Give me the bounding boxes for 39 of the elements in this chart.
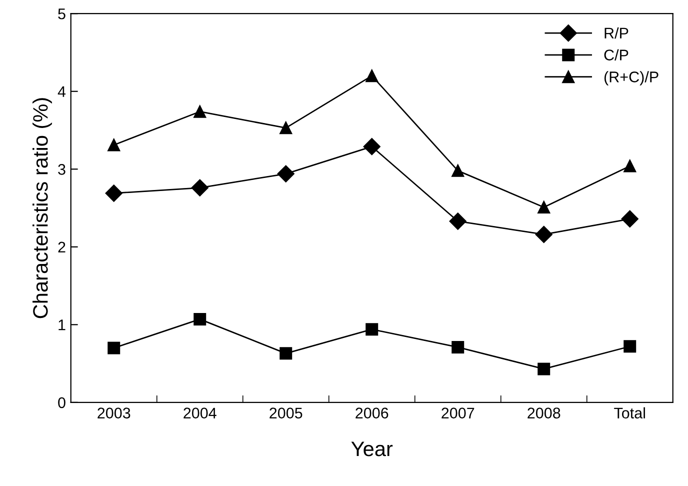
point <box>194 312 206 326</box>
legend-label: (R+C)/P <box>604 71 658 86</box>
x-tick-label: 2006 <box>356 408 388 418</box>
x-tick-label: 2007 <box>442 408 474 418</box>
point <box>277 165 294 182</box>
y-tick-label: 1 <box>58 320 66 330</box>
point <box>452 164 464 177</box>
point <box>538 200 550 214</box>
y-axis-title: Characteristics ratio (%) <box>32 98 52 318</box>
x-axis-title: Year <box>351 442 393 456</box>
point <box>108 342 120 354</box>
point <box>108 138 120 152</box>
y-tick-label: 4 <box>58 86 66 97</box>
x-tick-label: 2003 <box>98 408 130 418</box>
y-tick-label: 5 <box>58 8 66 20</box>
legend-label: R/P <box>604 27 628 39</box>
x-tick-label: 2008 <box>528 408 560 418</box>
point <box>366 70 378 82</box>
y-tick-label: 0 <box>58 397 66 408</box>
point <box>191 179 208 196</box>
x-tick-label: Total <box>614 407 645 418</box>
x-tick-label: 2004 <box>184 408 216 418</box>
y-tick-label: 3 <box>58 164 66 175</box>
point <box>280 347 292 360</box>
point <box>366 323 378 336</box>
legend-label: C/P <box>604 49 628 60</box>
y-tick-label: 2 <box>58 242 66 252</box>
point <box>452 340 464 354</box>
point <box>105 184 122 202</box>
point <box>280 122 292 134</box>
x-tick-label: 2005 <box>270 408 302 418</box>
point <box>535 226 552 243</box>
point <box>449 212 466 230</box>
point <box>624 340 636 353</box>
point <box>538 362 550 376</box>
point <box>363 138 380 156</box>
point <box>194 105 206 118</box>
point <box>624 160 636 172</box>
point <box>621 210 638 228</box>
